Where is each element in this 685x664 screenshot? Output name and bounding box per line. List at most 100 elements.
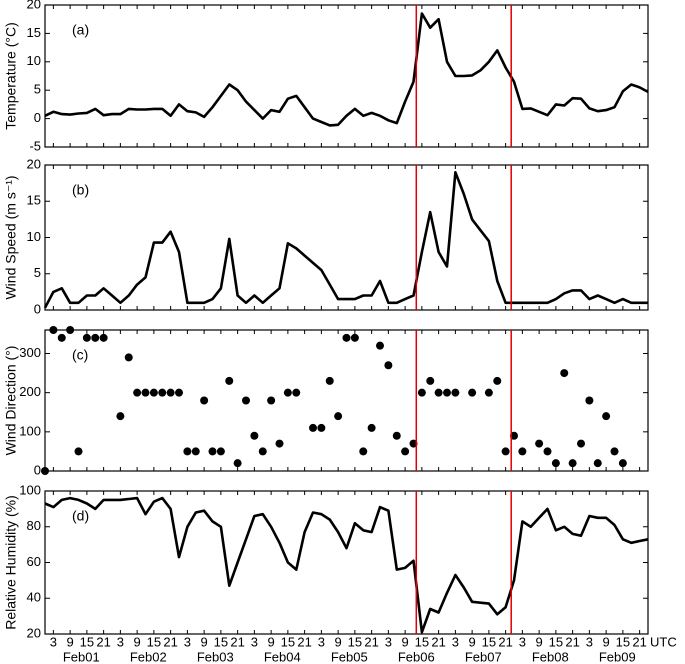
x-tick-label: 9 — [335, 634, 342, 649]
y-axis-label: Wind Speed (m s⁻¹) — [3, 175, 19, 299]
y-tick-label: 300 — [19, 345, 41, 360]
x-tick-label: 9 — [469, 634, 476, 649]
y-tick-label: 20 — [27, 625, 41, 640]
data-point — [350, 333, 359, 342]
data-point — [124, 353, 133, 362]
y-axis-label: Wind Direction (°) — [3, 346, 19, 456]
panel-label: (b) — [72, 182, 89, 198]
data-point — [158, 388, 167, 397]
data-point — [426, 376, 435, 385]
y-tick-label: 80 — [27, 518, 41, 533]
data-point — [191, 447, 200, 456]
x-tick-label: 21 — [163, 634, 177, 649]
day-label: Feb02 — [130, 649, 167, 664]
y-axis-label: Temperature (°C) — [3, 22, 19, 130]
panel-label: (d) — [72, 508, 89, 524]
day-label: Feb03 — [197, 649, 234, 664]
data-point — [216, 447, 225, 456]
data-point — [292, 388, 301, 397]
day-label: Feb09 — [599, 649, 636, 664]
data-point — [325, 376, 334, 385]
x-tick-label: 9 — [536, 634, 543, 649]
data-point — [283, 388, 292, 397]
data-line — [44, 12, 649, 127]
data-line — [44, 496, 649, 634]
data-point — [409, 439, 418, 448]
y-tick-label: 40 — [27, 590, 41, 605]
x-tick-label: 3 — [452, 634, 459, 649]
x-tick-label: 9 — [67, 634, 74, 649]
data-point — [392, 431, 401, 440]
y-tick-label: 15 — [27, 25, 41, 40]
data-point — [551, 459, 560, 468]
data-point — [618, 459, 627, 468]
day-label: Feb08 — [532, 649, 569, 664]
day-label: Feb01 — [63, 649, 100, 664]
x-tick-label: 3 — [50, 634, 57, 649]
x-tick-label: 3 — [184, 634, 191, 649]
data-point — [74, 447, 83, 456]
data-point — [484, 388, 493, 397]
x-tick-label: 21 — [565, 634, 579, 649]
data-point — [367, 423, 376, 432]
data-point — [57, 333, 66, 342]
data-point — [468, 388, 477, 397]
plot-frame — [44, 490, 649, 635]
x-tick-label: 9 — [201, 634, 208, 649]
plot-frame — [44, 4, 649, 148]
data-point — [501, 447, 510, 456]
x-tick-label: 21 — [498, 634, 512, 649]
x-tick-label: 15 — [616, 634, 630, 649]
x-tick-label: 15 — [214, 634, 228, 649]
y-tick-label: 0 — [34, 301, 41, 316]
x-tick-label: 21 — [632, 634, 646, 649]
data-point — [233, 459, 242, 468]
y-tick-label: 5 — [34, 82, 41, 97]
data-point — [200, 396, 209, 405]
panel-label: (a) — [72, 22, 89, 38]
data-point — [66, 326, 75, 334]
x-tick-label: 15 — [147, 634, 161, 649]
y-tick-label: 0 — [34, 110, 41, 125]
plot-frame — [44, 329, 649, 472]
y-tick-label: 0 — [34, 462, 41, 477]
data-point — [493, 376, 502, 385]
data-point — [417, 388, 426, 397]
data-point — [585, 396, 594, 405]
x-tick-label: 15 — [281, 634, 295, 649]
x-tick-label: 9 — [402, 634, 409, 649]
y-tick-label: 15 — [27, 193, 41, 208]
data-point — [166, 388, 175, 397]
x-tick-label: 3 — [251, 634, 258, 649]
day-label: Feb05 — [331, 649, 368, 664]
data-point — [225, 376, 234, 385]
data-point — [577, 439, 585, 448]
day-label: Feb06 — [398, 649, 435, 664]
data-point — [334, 412, 343, 421]
data-point — [309, 423, 317, 432]
x-unit-label: UTC — [650, 634, 677, 649]
data-point — [384, 361, 393, 370]
x-tick-label: 15 — [549, 634, 563, 649]
data-point — [451, 388, 460, 397]
x-tick-label: 9 — [268, 634, 275, 649]
data-point — [183, 447, 192, 456]
data-point — [49, 326, 58, 334]
data-point — [208, 447, 217, 456]
data-point — [133, 388, 142, 397]
data-point — [258, 447, 267, 456]
y-tick-label: 10 — [27, 229, 41, 244]
data-point — [568, 459, 577, 468]
day-label: Feb07 — [465, 649, 502, 664]
data-point — [275, 439, 284, 448]
x-tick-label: 21 — [431, 634, 445, 649]
data-point — [602, 412, 611, 421]
data-point — [267, 396, 276, 405]
y-tick-label: 5 — [34, 265, 41, 280]
x-tick-label: 9 — [603, 634, 610, 649]
data-point — [41, 467, 49, 475]
y-tick-label: 60 — [27, 554, 41, 569]
y-tick-label: 100 — [19, 423, 41, 438]
data-point — [250, 431, 259, 440]
